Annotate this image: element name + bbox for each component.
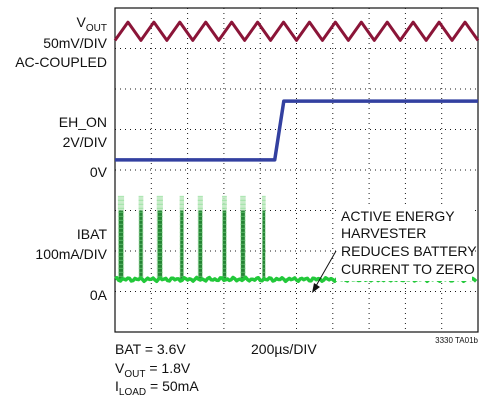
ibat-pulse <box>119 211 123 280</box>
ibat-zero-label: 0A <box>90 287 108 303</box>
ibat-channel-label: IBAT <box>77 226 108 242</box>
condition-bat: BAT = 3.6V <box>115 341 186 357</box>
condition-iload-value: = 50mA <box>146 378 199 394</box>
vout-channel-label-sub: OUT <box>86 23 107 34</box>
ibat-pulse <box>158 211 162 280</box>
annotation-line-1: ACTIVE ENERGY <box>341 208 455 224</box>
annotation-line-4: CURRENT TO ZERO <box>341 261 475 277</box>
condition-iload-sub: LOAD <box>119 387 146 396</box>
eh-on-zero-label: 0V <box>90 164 108 180</box>
condition-vout-value: = 1.8V <box>145 360 190 376</box>
channel-labels: VOUT 50mV/DIV AC-COUPLED EH_ON 2V/DIV 0V… <box>15 14 107 303</box>
ibat-pulse <box>241 211 245 280</box>
annotation-line-3: REDUCES BATTERY <box>341 243 477 259</box>
ibat-pulse <box>199 211 203 280</box>
ibat-pulse <box>139 211 142 280</box>
ibat-pulse <box>263 211 266 280</box>
annotation: ACTIVE ENERGY HARVESTER REDUCES BATTERY … <box>312 205 477 293</box>
ibat-pulse <box>223 211 226 280</box>
ibat-pulse <box>180 211 183 280</box>
time-scale-label: 200µs/DIV <box>251 341 317 357</box>
vout-coupling-label: AC-COUPLED <box>15 54 107 70</box>
figure-id: 3330 TA01b <box>435 336 478 345</box>
condition-vout: VOUT = 1.8V <box>115 360 191 380</box>
bottom-text: BAT = 3.6V VOUT = 1.8V ILOAD = 50mA 200µ… <box>115 336 479 396</box>
vout-scale-label: 50mV/DIV <box>43 35 107 51</box>
condition-vout-sub: OUT <box>124 369 145 380</box>
condition-iload: ILOAD = 50mA <box>115 378 199 396</box>
eh-on-channel-label: EH_ON <box>59 114 107 130</box>
vout-channel-label: VOUT <box>77 14 107 34</box>
ibat-scale-label: 100mA/DIV <box>35 246 107 262</box>
eh-on-scale-label: 2V/DIV <box>63 134 108 150</box>
annotation-line-2: HARVESTER <box>341 225 426 241</box>
